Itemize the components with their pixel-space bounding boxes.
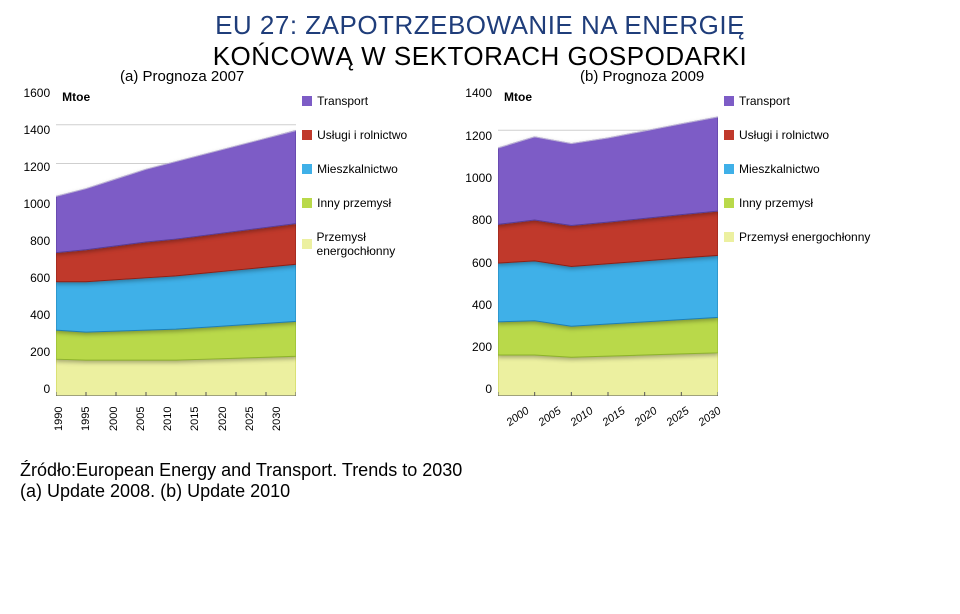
legend-label: Inny przemysł [317, 196, 391, 210]
charts-row: (a) Prognoza 2007 1600140012001000800600… [20, 86, 940, 434]
panel-a: (a) Prognoza 2007 1600140012001000800600… [20, 86, 440, 434]
legend-item: Usługi i rolnictwo [724, 128, 870, 142]
ytick: 400 [20, 308, 50, 322]
panel-b-svg [498, 86, 718, 396]
panel-a-legend: Transport Usługi i rolnictwo Mieszkalnictw… [302, 86, 440, 258]
ytick: 1200 [460, 129, 492, 143]
panel-a-xaxis: 199019952000200520102015202020252030 [56, 398, 296, 434]
panel-a-svg [56, 86, 296, 396]
ytick: 0 [460, 382, 492, 396]
legend-item: Inny przemysł [724, 196, 870, 210]
xtick: 2020 [631, 404, 665, 436]
xtick: 2030 [271, 409, 299, 431]
series-Przemysł energochłonny [56, 357, 296, 397]
legend-label: Transport [739, 94, 790, 108]
series-Mieszkalnictwo [498, 256, 718, 327]
panel-b-label: (b) Prognoza 2009 [580, 68, 704, 85]
panel-b-legend: Transport Usługi i rolnictwo Mieszkalnictw… [724, 86, 870, 244]
xtick: 2030 [695, 404, 729, 436]
legend-swatch [724, 198, 734, 208]
legend-item: Przemysł energochłonny [302, 230, 440, 258]
legend-swatch [302, 164, 312, 174]
legend-label: Usługi i rolnictwo [739, 128, 829, 142]
xtick: 1990 [53, 409, 81, 431]
legend-swatch [302, 198, 312, 208]
legend-item: Przemysł energochłonny [724, 230, 870, 244]
legend-item: Usługi i rolnictwo [302, 128, 440, 142]
ytick: 800 [460, 213, 492, 227]
legend-swatch [724, 96, 734, 106]
source-line2: (a) Update 2008. (b) Update 2010 [20, 481, 290, 501]
title-line2: KOŃCOWĄ W SEKTORACH GOSPODARKI [213, 41, 748, 71]
legend-label: Transport [317, 94, 368, 108]
panel-a-plot: Mtoe 19901995200020052010201520202025203… [56, 86, 296, 434]
panel-a-chartwrap: 16001400120010008006004002000 Mtoe 19901… [20, 86, 440, 434]
legend-label: Mieszkalnictwo [317, 162, 398, 176]
ytick: 800 [20, 234, 50, 248]
legend-label: Przemysł energochłonny [739, 230, 870, 244]
slide-title: EU 27: ZAPOTRZEBOWANIE NA ENERGIĘ KOŃCOW… [20, 10, 940, 72]
ytick: 600 [20, 271, 50, 285]
panel-b: (b) Prognoza 2009 1400120010008006004002… [460, 86, 940, 424]
legend-label: Przemysł energochłonny [317, 230, 440, 258]
xtick: 2000 [108, 409, 136, 431]
legend-item: Inny przemysł [302, 196, 440, 210]
legend-swatch [302, 130, 312, 140]
ytick: 1200 [20, 160, 50, 174]
legend-label: Inny przemysł [739, 196, 813, 210]
xtick: 2000 [503, 404, 537, 436]
legend-label: Mieszkalnictwo [739, 162, 820, 176]
source-line1: Źródło:European Energy and Transport. Tr… [20, 460, 462, 480]
legend-item: Mieszkalnictwo [724, 162, 870, 176]
xtick: 1995 [80, 409, 108, 431]
title-line1: EU 27: ZAPOTRZEBOWANIE NA ENERGIĘ [215, 10, 745, 40]
source-block: Źródło:European Energy and Transport. Tr… [20, 460, 940, 502]
panel-a-unit: Mtoe [62, 90, 90, 104]
xtick: 2005 [135, 409, 163, 431]
ytick: 200 [460, 340, 492, 354]
xtick: 2015 [599, 404, 633, 436]
xtick: 2025 [663, 404, 697, 436]
ytick: 1600 [20, 86, 50, 100]
ytick: 0 [20, 382, 50, 396]
xtick: 2010 [567, 404, 601, 436]
legend-swatch [724, 130, 734, 140]
xtick: 2010 [162, 409, 190, 431]
ytick: 1000 [460, 171, 492, 185]
legend-swatch [724, 164, 734, 174]
legend-item: Transport [724, 94, 870, 108]
panel-b-unit: Mtoe [504, 90, 532, 104]
ytick: 1400 [460, 86, 492, 100]
legend-item: Mieszkalnictwo [302, 162, 440, 176]
ytick: 600 [460, 256, 492, 270]
legend-swatch [302, 239, 311, 249]
xtick: 2015 [189, 409, 217, 431]
series-Transport [498, 117, 718, 226]
ytick: 400 [460, 298, 492, 312]
panel-a-label: (a) Prognoza 2007 [120, 68, 244, 85]
legend-label: Usługi i rolnictwo [317, 128, 407, 142]
panel-b-yaxis: 1400 1200 1000 800 600 400 200 0 [460, 86, 492, 396]
panel-b-chartwrap: 1400 1200 1000 800 600 400 200 0 Mtoe 200020052… [460, 86, 940, 424]
xtick: 2020 [217, 409, 245, 431]
ytick: 1400 [20, 123, 50, 137]
series-Przemysł energochłonny [498, 353, 718, 396]
legend-item: Transport [302, 94, 440, 108]
slide: EU 27: ZAPOTRZEBOWANIE NA ENERGIĘ KOŃCOW… [0, 0, 960, 614]
xtick: 2025 [244, 409, 272, 431]
ytick: 200 [20, 345, 50, 359]
xtick: 2005 [535, 404, 569, 436]
legend-swatch [724, 232, 734, 242]
panel-b-xaxis: 2000200520102015202020252030 [498, 398, 718, 424]
panel-b-plot: Mtoe 2000200520102015202020252030 [498, 86, 718, 424]
ytick: 1000 [20, 197, 50, 211]
panel-a-yaxis: 1600 1400 1200 1000 800 600 400 200 0 [20, 86, 50, 396]
legend-swatch [302, 96, 312, 106]
